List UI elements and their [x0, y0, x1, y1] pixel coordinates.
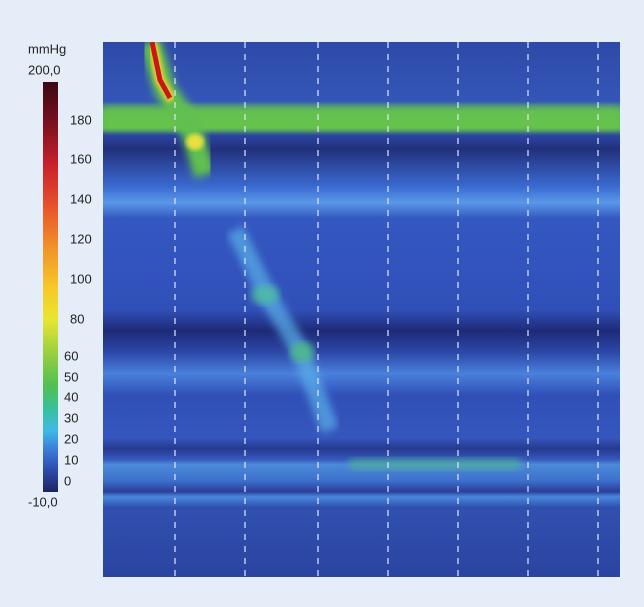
colorbar-tick-label: 40 — [64, 389, 78, 404]
page: mmHg 200,0180160140120100806050403020100… — [0, 0, 644, 602]
pressure-topography — [103, 42, 620, 577]
colorbar-tick-label: 30 — [64, 410, 78, 425]
colorbar-tick-label: 50 — [64, 369, 78, 384]
colorbar-tick-label: -10,0 — [28, 494, 58, 509]
colorbar — [43, 82, 58, 492]
figure: mmHg 200,0180160140120100806050403020100… — [0, 0, 644, 602]
colorbar-tick-label: 180 — [70, 112, 92, 127]
colorbar-tick-label: 10 — [64, 452, 78, 467]
colorbar-tick-label: 0 — [64, 473, 71, 488]
colorbar-tick-label: 160 — [70, 151, 92, 166]
colorbar-tick-label: 60 — [64, 348, 78, 363]
colorbar-tick-label: 200,0 — [28, 62, 61, 77]
colorbar-unit: mmHg — [28, 41, 66, 56]
colorbar-tick-label: 80 — [70, 311, 84, 326]
colorbar-tick-label: 20 — [64, 431, 78, 446]
colorbar-tick-label: 140 — [70, 191, 92, 206]
colorbar-tick-label: 120 — [70, 231, 92, 246]
colorbar-tick-label: 100 — [70, 271, 92, 286]
